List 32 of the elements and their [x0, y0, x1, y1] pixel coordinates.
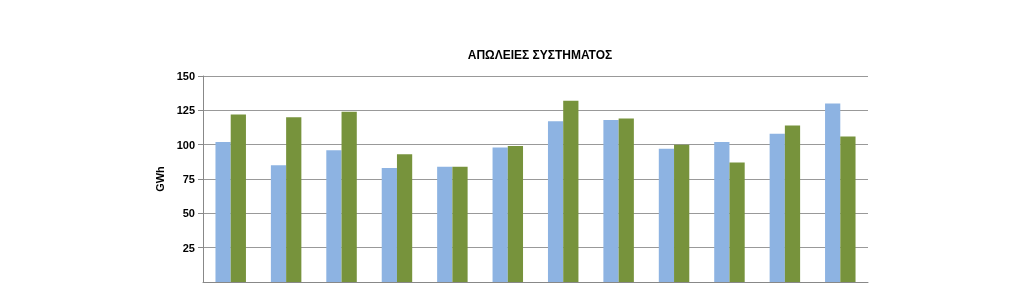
bar	[492, 147, 508, 282]
bar	[215, 141, 231, 282]
y-tick-label: 150	[176, 70, 195, 82]
bar	[769, 133, 785, 282]
y-tick-label: 100	[176, 138, 195, 151]
bar	[437, 166, 453, 282]
bar	[396, 154, 413, 282]
y-axis-title: GWh	[154, 165, 167, 192]
bar	[714, 141, 730, 282]
bar	[658, 148, 675, 282]
bar	[547, 121, 564, 282]
chart-title: ΑΠΩΛΕΙΕΣ ΣΥΣΤΗΜΑΤΟΣ	[467, 48, 613, 62]
bar	[326, 150, 342, 282]
y-tick-label: 50	[182, 207, 195, 220]
bar	[784, 125, 801, 282]
bar	[603, 119, 619, 282]
bar	[452, 166, 468, 282]
bar	[618, 118, 634, 282]
bar	[507, 146, 524, 282]
y-tick-label: 25	[182, 241, 195, 254]
bar	[341, 111, 357, 282]
y-tick-label: 75	[182, 173, 195, 185]
bar	[729, 162, 745, 282]
y-tick-label: 125	[176, 104, 195, 117]
bar	[825, 103, 841, 282]
bar	[270, 165, 287, 282]
bar	[381, 168, 397, 282]
bar	[563, 100, 579, 282]
bar	[230, 114, 246, 282]
bar	[286, 117, 302, 282]
bar	[840, 136, 856, 282]
bar	[674, 144, 690, 282]
